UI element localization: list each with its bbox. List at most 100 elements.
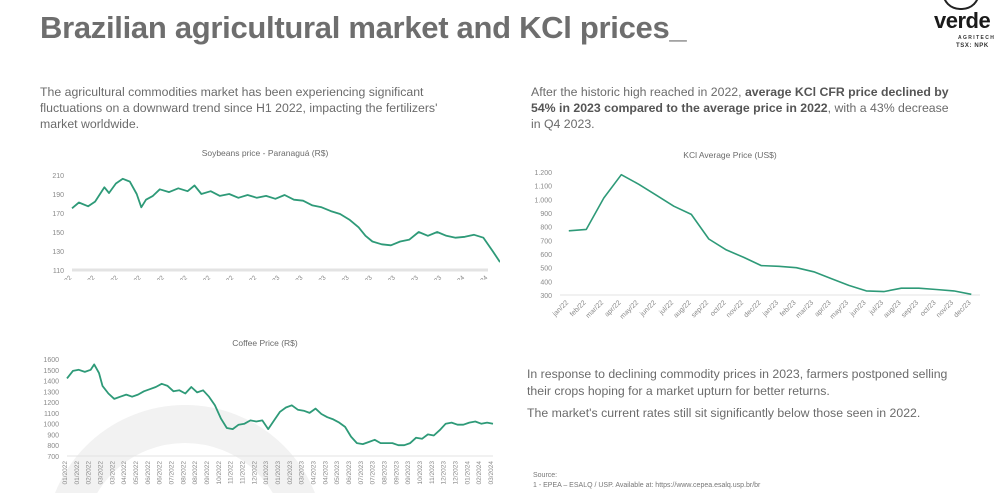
coffee-chart-title: Coffee Price (R$) (232, 338, 298, 348)
x-tick-label: jan/23 (761, 299, 780, 318)
logo-subtitle: AGRITECH (958, 35, 996, 41)
x-tick-label: aug/23 (883, 299, 903, 319)
logo-word: verde (934, 8, 991, 33)
y-tick-label: 1.000 (534, 197, 552, 204)
x-tick-label: 03/2024 (488, 461, 495, 485)
x-tick-label: 11/2023 (429, 461, 436, 484)
x-tick-label: 06/2022 (145, 461, 152, 485)
y-tick-label: 900 (47, 432, 59, 439)
y-tick-label: 1000 (43, 422, 59, 429)
y-tick-label: 1400 (43, 379, 59, 386)
y-tick-label: 500 (540, 266, 552, 273)
x-tick-label: 10/2022 (216, 461, 223, 485)
source-label: Source: (533, 472, 558, 479)
x-tick-label: sep/22 (690, 299, 710, 319)
y-tick-label: 800 (540, 225, 552, 232)
x-tick-label: 03/01/2022 (45, 274, 73, 280)
y-tick-label: 170 (52, 211, 64, 218)
source-line: 1 - EPEA – ESALQ / USP. Available at: ht… (533, 482, 761, 489)
x-tick-label: 03/2023 (299, 461, 306, 485)
y-tick-label: 1200 (43, 400, 59, 407)
x-tick-label: mar/23 (795, 299, 815, 319)
x-tick-label: 04/2022 (121, 461, 128, 485)
y-tick-label: 700 (540, 238, 552, 245)
x-tick-label: 04/2023 (311, 461, 318, 485)
y-tick-label: 1.200 (534, 170, 552, 177)
right-intro-bold: average KCl CFR price declined by 54% in… (531, 85, 949, 115)
x-tick-label: jun/23 (849, 299, 868, 318)
y-tick-label: 130 (52, 249, 64, 256)
x-tick-label: dec/22 (743, 299, 763, 319)
soybeans-chart: 11013015017019021003/01/202214/02/202230… (45, 173, 500, 280)
y-tick-label: 700 (47, 454, 59, 461)
x-tick-label: 02/2024 (476, 461, 483, 485)
y-tick-label: 800 (47, 443, 59, 450)
y-tick-label: 600 (540, 252, 552, 259)
x-tick-label: sep/23 (900, 299, 920, 319)
y-tick-label: 190 (52, 192, 64, 199)
x-tick-label: 12/2023 (441, 461, 448, 485)
x-tick-label: 04/2023 (322, 461, 329, 485)
x-tick-label: 01/2023 (263, 461, 270, 485)
y-tick-label: 110 (53, 268, 64, 275)
x-tick-label: dec/23 (953, 299, 973, 319)
x-tick-label: 01/2023 (275, 461, 282, 485)
x-tick-label: 09/2023 (405, 461, 412, 485)
coffee-chart: 700 800 900 1000 1100 1200 1300 1400 1500 1600 01/… (43, 357, 495, 485)
x-tick-label: 03/2022 (98, 461, 105, 485)
x-tick-label: may/23 (829, 299, 850, 320)
logo-ticker: TSX: NPK (956, 43, 989, 49)
y-tick-label: 210 (52, 173, 64, 180)
x-tick-label: 01/2024 (464, 461, 471, 485)
x-tick-label: 01/2022 (74, 461, 81, 485)
x-tick-label: nov/22 (725, 299, 745, 319)
x-tick-label: may/22 (619, 299, 640, 320)
x-tick-label: jun/22 (639, 299, 658, 318)
x-tick-label: nov/23 (935, 299, 955, 319)
x-tick-label: 02/2023 (287, 461, 294, 485)
x-tick-label: 12/2023 (453, 461, 460, 485)
x-tick-label: 07/2023 (358, 461, 365, 485)
x-tick-label: 12/2022 (251, 461, 258, 485)
y-tick-label: 1.100 (534, 184, 552, 191)
x-tick-label: 09/2023 (393, 461, 400, 485)
x-tick-label: 07/2022 (169, 461, 176, 485)
y-tick-label: 900 (540, 211, 552, 218)
y-tick-label: 400 (540, 279, 552, 286)
x-tick-label: 01/2022 (62, 461, 69, 485)
series-line (568, 173, 972, 296)
x-tick-label: jan/22 (551, 299, 570, 318)
x-tick-label: 11/2022 (228, 461, 235, 484)
series-line (66, 363, 494, 447)
x-tick-label: 06/2023 (346, 461, 353, 485)
x-tick-label: 09/2022 (204, 461, 211, 485)
x-tick-label: 05/2022 (133, 461, 140, 485)
x-tick-label: 02/2022 (86, 461, 93, 485)
right-intro-part1: After the historic high reached in 2022, (531, 85, 745, 99)
y-tick-label: 1300 (43, 389, 59, 396)
page-title: Brazilian agricultural market and KCl pr… (40, 10, 687, 45)
soy-chart-title: Soybeans price - Paranaguá (R$) (201, 148, 329, 158)
kcl-chart: 300 400 500 600 700 800 900 1.000 1.100 1.200 jan/… (534, 170, 980, 321)
y-tick-label: 1600 (43, 357, 59, 364)
x-tick-label: 08/2022 (192, 461, 199, 485)
left-intro-text: The agricultural commodities market has … (40, 85, 438, 131)
x-tick-label: 03/2022 (109, 461, 116, 485)
x-tick-label: 10/2023 (417, 461, 424, 485)
kcl-chart-title: KCl Average Price (US$) (683, 150, 777, 160)
x-tick-label: 11/2022 (240, 461, 247, 484)
market-rates-text: The market's current rates still sit sig… (527, 406, 921, 420)
source-note: Source: 1 - EPEA – ESALQ / USP. Availabl… (533, 471, 760, 491)
right-intro-text: After the historic high reached in 2022,… (531, 84, 951, 132)
x-tick-label: 06/2022 (157, 461, 164, 485)
verde-logo: verde AGRITECH TSX: NPK (928, 0, 1000, 52)
y-tick-label: 150 (52, 230, 64, 237)
x-tick-label: mar/22 (585, 299, 605, 319)
x-tick-label: 07/2023 (370, 461, 377, 485)
series-line (71, 177, 500, 263)
y-tick-label: 1500 (43, 368, 59, 375)
y-tick-label: 300 (540, 293, 552, 300)
right-intro-part2: , with a 43% decrease in Q4 2023. (531, 101, 949, 131)
x-tick-label: 08/2022 (180, 461, 187, 485)
response-text: In response to declining commodity price… (527, 367, 948, 398)
